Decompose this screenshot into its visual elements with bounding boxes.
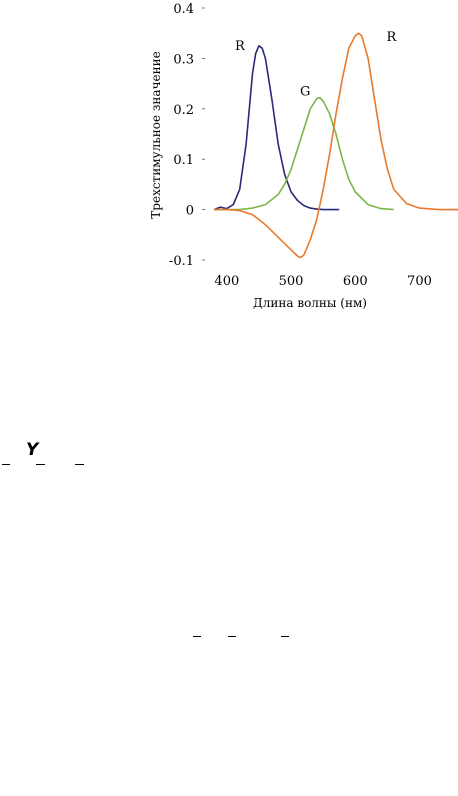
x-tick-label: 400 (214, 274, 239, 289)
x-axis-ticks: 400 500 600 700 (214, 274, 431, 289)
x-tick-label: 700 (407, 274, 432, 289)
y-tick-label: 0.1 (173, 153, 194, 168)
series-label-2: G (300, 85, 310, 100)
y-axis-label: Трехстимульное значение (149, 51, 163, 218)
series-line-2 (214, 96, 394, 211)
series-line-1 (213, 44, 340, 211)
series-label-1: R (235, 39, 246, 54)
y-axis-ticks: 0.4 0.3 0.2 0.1 0 -0.1 (169, 2, 205, 269)
x-tick-label: 600 (343, 274, 368, 289)
tristimulus-chart: 0.4 0.3 0.2 0.1 0 -0.1 400 500 600 700 R G R Длина… (149, 2, 458, 310)
formula-bar (281, 636, 289, 637)
y-tick-label: 0 (186, 204, 194, 219)
formula-bar (228, 636, 236, 637)
y-tick-label: 0.3 (173, 52, 194, 67)
formula-bar (36, 464, 45, 465)
formula-fragment-y: Y (26, 440, 39, 460)
series-labels: R G R (235, 30, 398, 100)
series-line-3 (214, 32, 458, 259)
x-tick-label: 500 (279, 274, 304, 289)
series-label-3: R (386, 30, 397, 45)
y-tick-label: -0.1 (169, 254, 194, 269)
y-tick-label: 0.2 (173, 103, 194, 118)
y-tick-label: 0.4 (173, 2, 194, 17)
x-axis-label: Длина волны (нм) (253, 296, 367, 310)
formula-bar (2, 464, 10, 465)
formula-bar (75, 464, 84, 465)
formula-bar (193, 636, 201, 637)
series-lines (213, 32, 458, 259)
